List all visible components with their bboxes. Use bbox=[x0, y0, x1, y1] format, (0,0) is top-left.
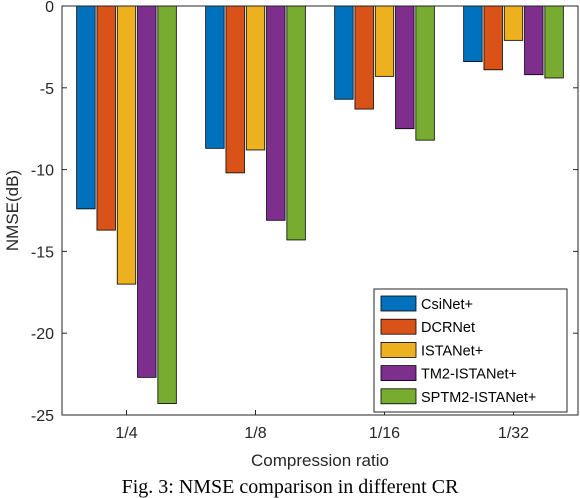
bar-csinet--1-4 bbox=[76, 5, 96, 210]
bar-csinet--1-8 bbox=[205, 5, 225, 149]
bar-istanet--1-8 bbox=[245, 5, 266, 151]
y-tick-label: -5 bbox=[40, 81, 54, 98]
bar-sptm2-istanet--1-8 bbox=[286, 5, 306, 241]
bar-tm2-istanet--1-16 bbox=[395, 5, 415, 130]
legend-swatch bbox=[380, 318, 417, 335]
bar-tm2-istanet--1-4 bbox=[137, 5, 157, 378]
y-axis-ticks: 0 -5 -10 -15 -20 -25 bbox=[31, 0, 578, 425]
legend-swatch bbox=[380, 295, 417, 312]
bar-dcrnet-1-16 bbox=[354, 5, 374, 110]
bar-csinet--1-16 bbox=[334, 5, 354, 100]
x-tick-label: 1/8 bbox=[244, 425, 266, 442]
x-axis-label: Compression ratio bbox=[251, 451, 389, 470]
bar-sptm2-istanet--1-16 bbox=[415, 5, 435, 141]
legend: CsiNet+ DCRNet ISTANet+ TM2-ISTANet+ SPTM2-I… bbox=[373, 288, 568, 413]
legend-swatch bbox=[380, 388, 417, 405]
figure-caption: Fig. 3: NMSE comparison in different CR bbox=[121, 476, 459, 498]
legend-entry-label: ISTANet+ bbox=[421, 343, 483, 359]
bar-sptm2-istanet--1-4 bbox=[157, 5, 177, 404]
bar-dcrnet-1-4 bbox=[96, 5, 116, 231]
bar-istanet--1-16 bbox=[374, 5, 395, 77]
legend-entry-label: TM2-ISTANet+ bbox=[421, 367, 517, 383]
y-tick-label: -15 bbox=[31, 244, 54, 261]
legend-swatch bbox=[380, 341, 417, 358]
bar-csinet--1-32 bbox=[463, 5, 483, 63]
x-tick-label: 1/32 bbox=[498, 425, 529, 442]
legend-entry-label: SPTM2-ISTANet+ bbox=[421, 390, 536, 406]
x-axis-ticks: 1/4 1/8 1/16 1/32 bbox=[115, 410, 529, 442]
y-tick-label: -10 bbox=[31, 163, 54, 180]
legend-entry-label: DCRNet bbox=[421, 320, 475, 336]
y-tick-label: 0 bbox=[45, 0, 54, 16]
bar-chart: 0 -5 -10 -15 -20 -25 1/4 1/8 1/16 1/32 Compressi… bbox=[3, 0, 579, 470]
legend-swatch bbox=[380, 365, 417, 382]
y-axis-label: NMSE(dB) bbox=[3, 170, 22, 251]
x-tick-label: 1/4 bbox=[115, 425, 137, 442]
bars-group bbox=[76, 5, 564, 404]
plot-area-frame bbox=[61, 5, 579, 416]
x-tick-label: 1/16 bbox=[369, 425, 400, 442]
bar-tm2-istanet--1-8 bbox=[266, 5, 286, 221]
bar-sptm2-istanet--1-32 bbox=[544, 5, 564, 79]
bar-istanet--1-4 bbox=[116, 5, 137, 285]
y-tick-label: -25 bbox=[31, 408, 54, 425]
bar-tm2-istanet--1-32 bbox=[524, 5, 544, 76]
bar-istanet--1-32 bbox=[503, 5, 524, 41]
y-tick-label: -20 bbox=[31, 326, 54, 343]
bar-dcrnet-1-8 bbox=[225, 5, 245, 174]
legend-entry-label: CsiNet+ bbox=[421, 297, 473, 313]
bar-dcrnet-1-32 bbox=[483, 5, 503, 71]
